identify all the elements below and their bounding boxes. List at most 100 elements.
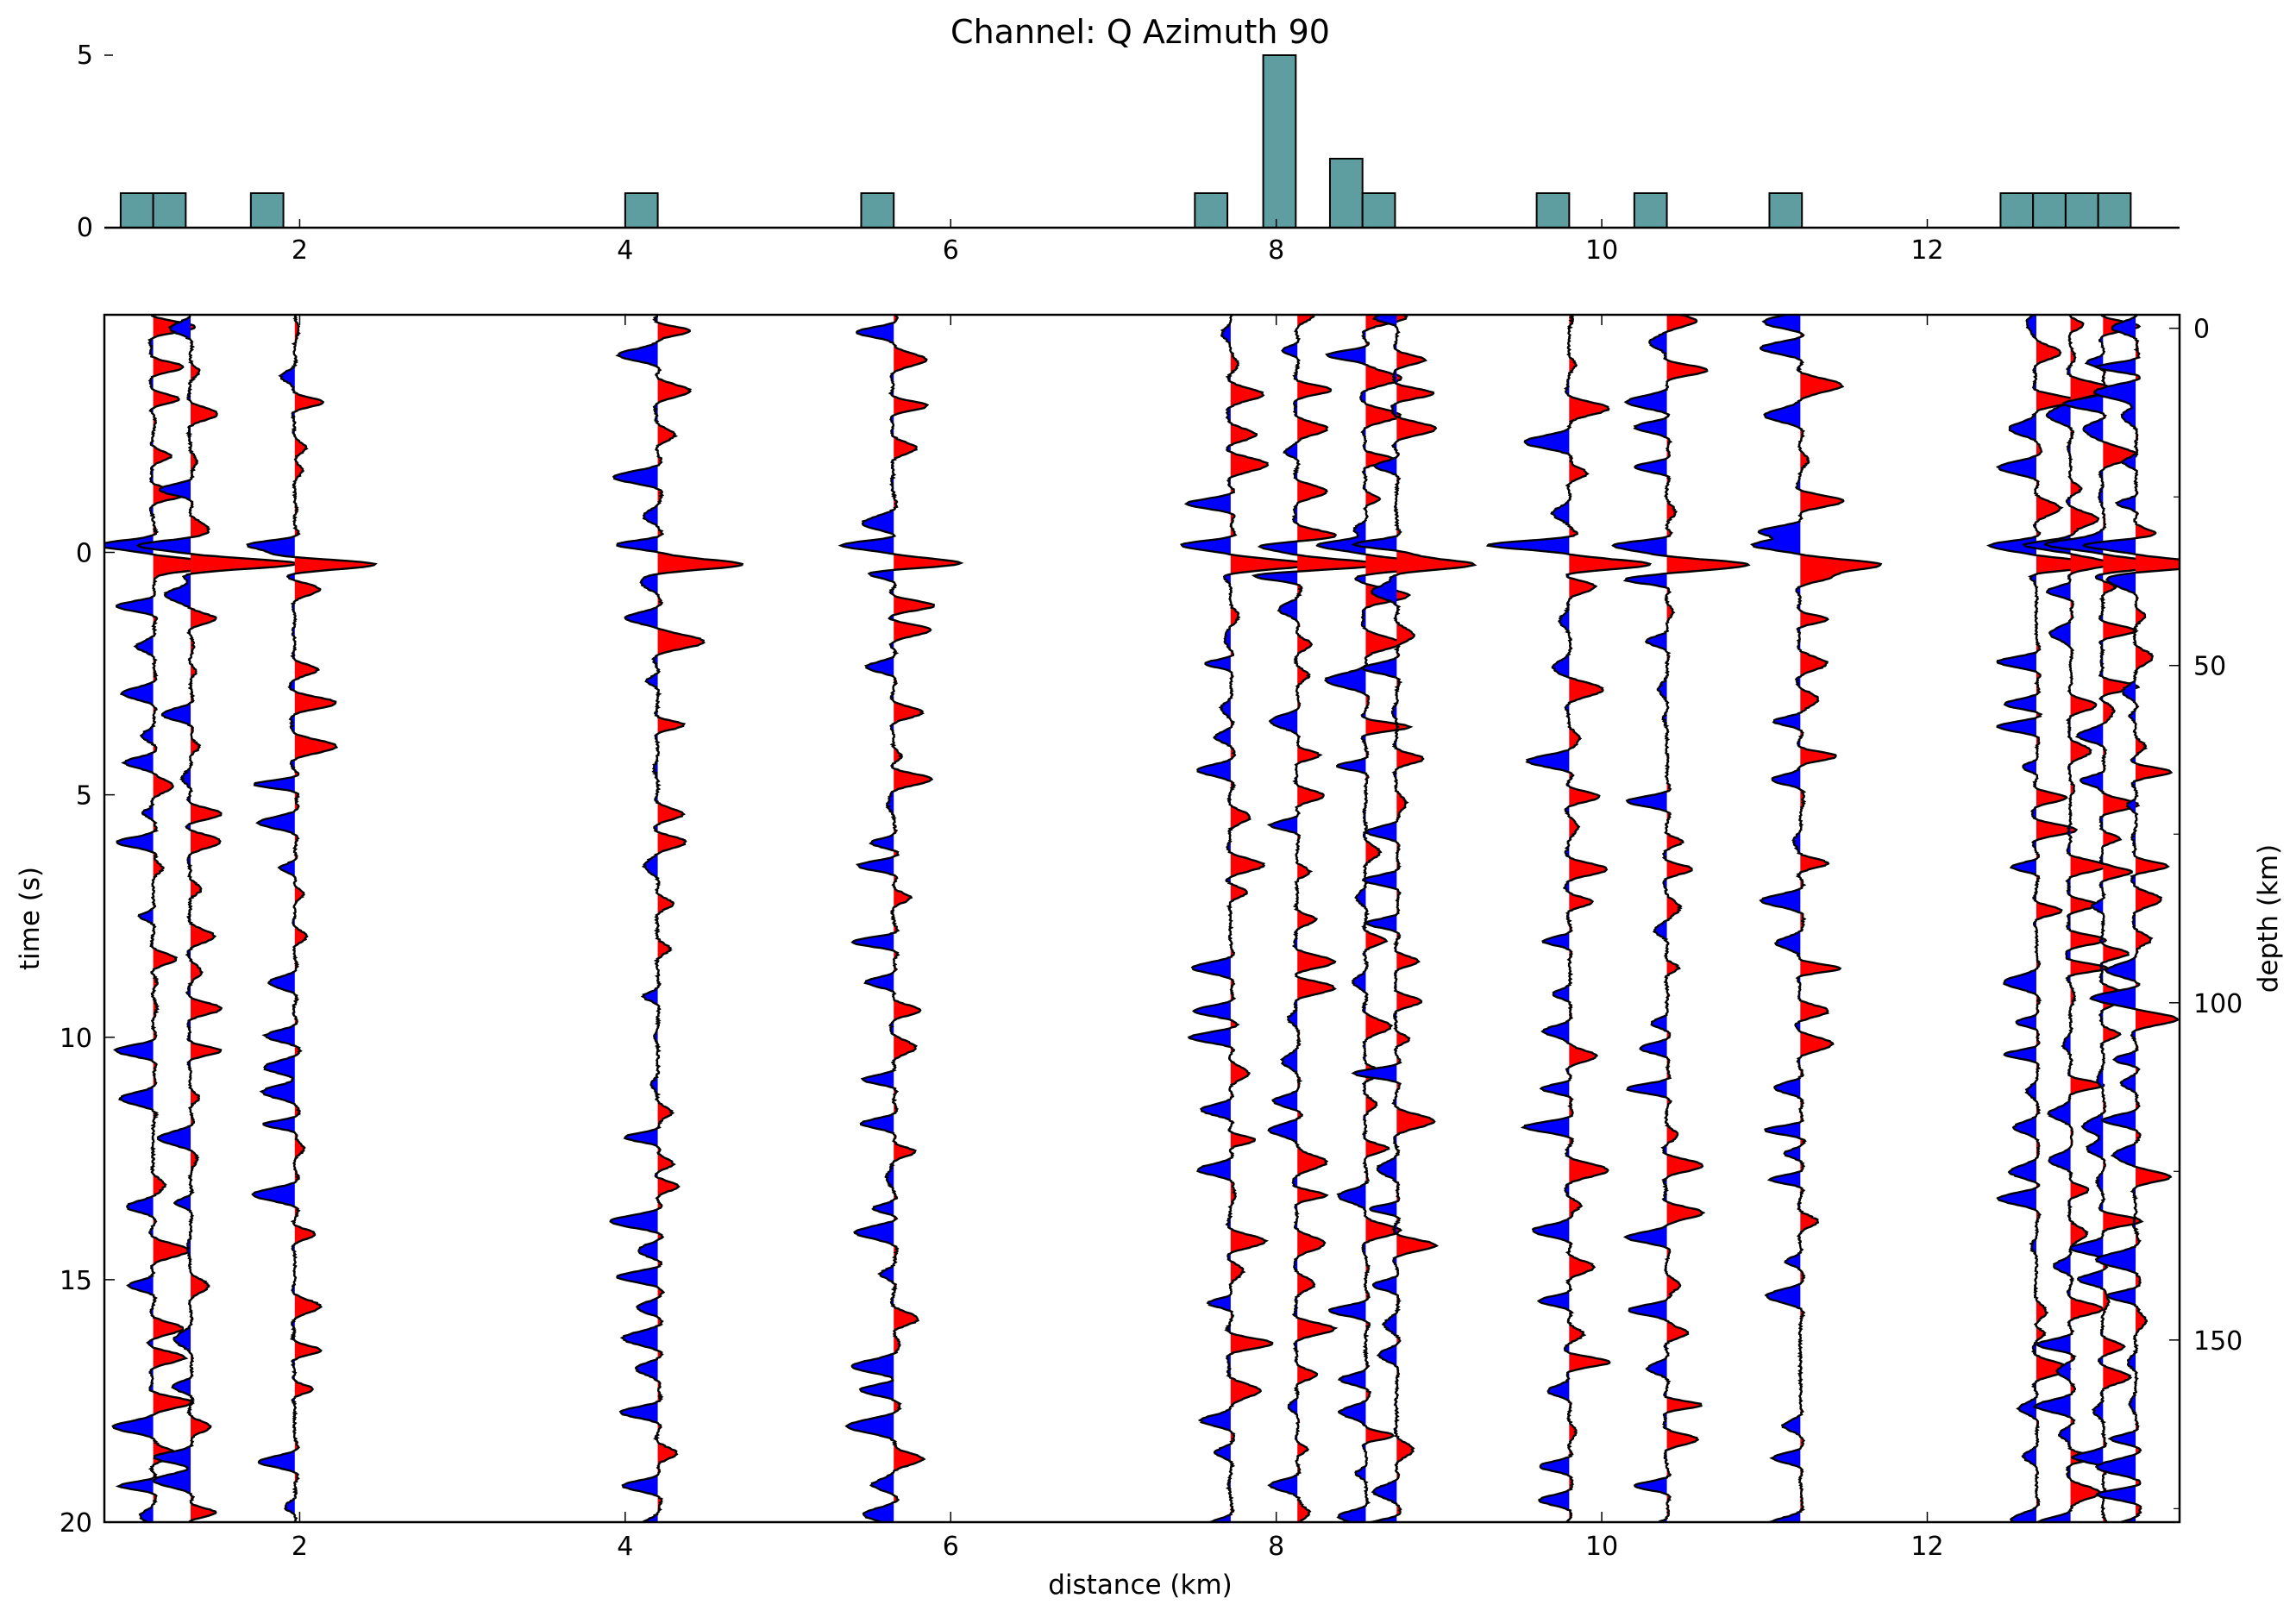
histogram-bar-13: [2032, 192, 2067, 229]
trace-positive-fill-1: [191, 315, 297, 1522]
histogram-bar-12: [1999, 192, 2035, 229]
trace-3: [609, 315, 744, 1522]
histogram-bar-7: [1328, 158, 1364, 229]
histogram-bar-4: [860, 192, 895, 229]
histogram-x-ticks: 2 4 6 8 10 12: [292, 219, 1944, 266]
trace-7: [1315, 315, 1451, 1522]
y-axis-ticks: 0 5 10 15 20: [60, 539, 115, 1539]
histogram-bar-2: [249, 192, 285, 229]
trace-positive-fill-11: [1800, 315, 1881, 1522]
histogram-bar-5: [1194, 192, 1229, 229]
y2-tick-label-100: 100: [2193, 989, 2243, 1019]
chart-title: Channel: Q Azimuth 90: [950, 13, 1330, 51]
trace-positive-fill-10: [1666, 315, 1749, 1522]
histogram-bar-3: [624, 192, 659, 229]
trace-4: [837, 315, 964, 1522]
trace-positive-fill-3: [657, 315, 743, 1522]
x-tick-label-10: 10: [1585, 1532, 1618, 1562]
trace-2: [246, 315, 378, 1522]
trace-15: [2081, 315, 2180, 1522]
y2-tick-label-0: 0: [2193, 315, 2210, 345]
trace-panel: 2 4 6 8 10 12 0 5 10 15 20 0 50 100 150 distance (km…: [15, 313, 2284, 1601]
y2-axis-label: depth (km): [2253, 844, 2284, 993]
x-tick-label-4: 4: [617, 1532, 633, 1562]
trace-negative-fill-14: [2045, 315, 2104, 1522]
trace-negative-fill-7: [1317, 315, 1366, 1522]
trace-wiggle-6: [1251, 315, 1382, 1522]
trace-wiggle-9: [1485, 315, 1652, 1522]
y-tick-label-15: 15: [60, 1266, 92, 1296]
trace-wiggle-12: [1986, 315, 2111, 1522]
trace-12: [1986, 315, 2111, 1522]
trace-0: [104, 315, 237, 1522]
trace-wiggle-2: [246, 315, 378, 1522]
trace-negative-fill-2: [247, 315, 295, 1522]
trace-14: [2043, 315, 2177, 1522]
trace-negative-fill-12: [1988, 315, 2036, 1522]
trace-positive-fill-5: [1230, 315, 1310, 1522]
trace-negative-fill-10: [1613, 315, 1667, 1522]
trace-negative-fill-11: [1752, 315, 1801, 1522]
trace-negative-fill-0: [104, 315, 154, 1522]
y-axis-label: time (s): [15, 867, 46, 970]
histogram-panel: 05 2 4 6 8 10 12: [77, 41, 2180, 266]
histogram-bar-15: [2097, 192, 2132, 229]
hist-x-tick-label-12: 12: [1910, 235, 1943, 266]
histogram-bar-8: [1361, 192, 1396, 229]
trace-wiggle-0: [104, 315, 237, 1522]
trace-wiggle-15: [2081, 315, 2180, 1522]
trace-wiggle-13: [2022, 315, 2113, 1522]
trace-negative-fill-8: [1353, 315, 1397, 1522]
histogram-bars: [119, 54, 2132, 229]
trace-9: [1485, 315, 1652, 1522]
hist-x-tick-label-8: 8: [1268, 235, 1284, 266]
trace-positive-fill-14: [2103, 315, 2176, 1522]
trace-1: [136, 315, 298, 1522]
trace-wiggle-14: [2043, 315, 2177, 1522]
hist-x-tick-label-10: 10: [1585, 235, 1618, 266]
histogram-y-ticks: 05: [77, 41, 113, 243]
trace-8: [1351, 315, 1477, 1522]
y2-axis-ticks: 0 50 100 150: [2169, 315, 2243, 1509]
y-tick-label-20: 20: [60, 1508, 92, 1539]
trace-positive-fill-9: [1569, 315, 1651, 1522]
y-tick-label-5: 5: [76, 781, 92, 812]
x-tick-label-2: 2: [292, 1532, 308, 1562]
trace-11: [1749, 315, 1883, 1522]
hist-y-tick-label-5: 5: [77, 41, 93, 71]
trace-wiggle-8: [1351, 315, 1477, 1522]
trace-negative-fill-13: [2023, 315, 2071, 1522]
hist-y-tick-label-0: 0: [77, 213, 93, 243]
trace-positive-fill-2: [294, 315, 376, 1522]
trace-positive-fill-4: [894, 315, 962, 1522]
x-tick-label-6: 6: [943, 1532, 959, 1562]
trace-13: [2022, 315, 2113, 1522]
trace-negative-fill-3: [610, 315, 658, 1522]
trace-wiggle-3: [609, 315, 744, 1522]
trace-wiggle-10: [1611, 315, 1751, 1522]
trace-10: [1611, 315, 1751, 1522]
hist-x-tick-label-6: 6: [943, 235, 959, 266]
histogram-bar-14: [2064, 192, 2099, 229]
x-tick-label-12: 12: [1910, 1532, 1943, 1562]
y2-tick-label-150: 150: [2193, 1326, 2243, 1357]
trace-group: [104, 315, 2180, 1522]
histogram-bar-10: [1633, 192, 1668, 229]
trace-5: [1179, 315, 1311, 1522]
trace-wiggle-1: [136, 315, 298, 1522]
x-axis-label: distance (km): [1048, 1570, 1233, 1601]
trace-negative-fill-4: [840, 315, 894, 1522]
trace-wiggle-11: [1749, 315, 1883, 1522]
trace-wiggle-4: [837, 315, 964, 1522]
histogram-bar-11: [1768, 192, 1804, 229]
histogram-bar-9: [1535, 192, 1571, 229]
trace-wiggle-5: [1179, 315, 1311, 1522]
y2-tick-label-50: 50: [2193, 652, 2226, 682]
histogram-bar-0: [119, 192, 154, 229]
hist-x-tick-label-4: 4: [617, 235, 633, 266]
trace-wiggle-7: [1315, 315, 1451, 1522]
trace-6: [1251, 315, 1382, 1522]
histogram-bar-6: [1262, 54, 1297, 229]
hist-x-tick-label-2: 2: [292, 235, 308, 266]
